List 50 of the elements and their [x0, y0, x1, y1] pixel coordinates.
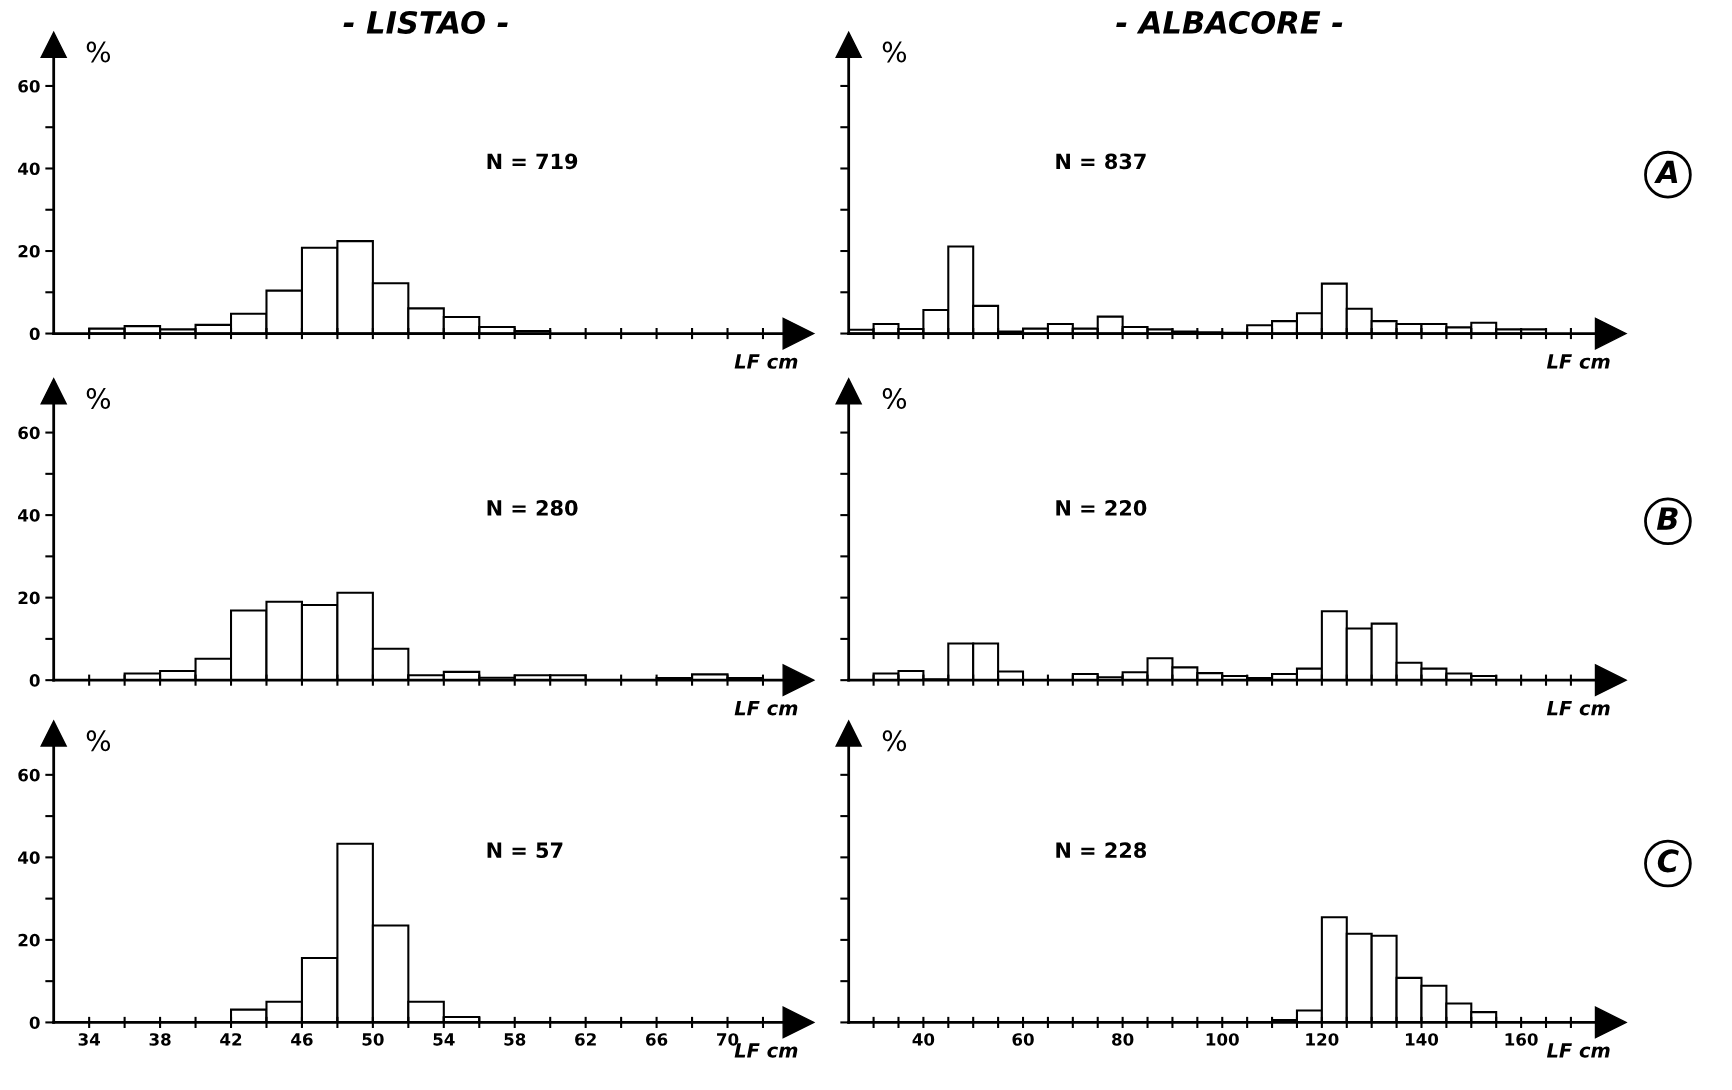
text: C: [1657, 849, 1679, 873]
y-tick-label: 40: [18, 162, 40, 176]
y-tick-label: 0: [29, 1016, 40, 1029]
text: B: [1656, 507, 1678, 530]
x-tick-label: 100: [1206, 1033, 1239, 1046]
y-axis-title: %: [86, 41, 111, 63]
x-tick-label: 58: [504, 1033, 526, 1046]
y-tick-label: 20: [18, 933, 40, 947]
y-axis-title: %: [882, 388, 907, 410]
annotation: N = 228: [1056, 842, 1147, 859]
x-axis-title: LF cm: [1546, 700, 1610, 716]
y-tick-label: 60: [18, 768, 40, 782]
chart-title: - ALBACORE -: [1116, 10, 1343, 35]
x-tick-label: 40: [912, 1033, 935, 1046]
x-tick-label: 66: [646, 1033, 668, 1046]
x-tick-label: 62: [575, 1033, 596, 1046]
annotation: N = 837: [1056, 153, 1146, 170]
x-axis-title: LF cm: [1546, 1043, 1610, 1058]
x-tick-label: 50: [362, 1033, 384, 1046]
x-tick-label: 140: [1405, 1033, 1439, 1046]
y-tick-label: 20: [18, 591, 40, 605]
y-tick-label: 20: [18, 244, 40, 258]
x-axis-title: LF cm: [734, 354, 798, 369]
y-axis-title: %: [882, 41, 907, 63]
x-axis-title: LF cm: [734, 700, 798, 716]
y-tick-label: 0: [29, 674, 40, 687]
y-tick-label: 40: [18, 509, 40, 522]
text: A: [1654, 160, 1678, 184]
y-axis-title: %: [86, 730, 111, 752]
annotation: N = 220: [1056, 500, 1147, 516]
annotation: N = 280: [487, 500, 578, 516]
annotation: N = 57: [487, 842, 563, 859]
x-tick-label: 80: [1112, 1033, 1134, 1046]
annotation: N = 719: [487, 153, 578, 170]
x-tick-label: 160: [1505, 1033, 1538, 1046]
y-axis-title: %: [86, 388, 111, 410]
x-tick-label: 120: [1306, 1033, 1339, 1046]
x-axis-title: LF cm: [1546, 354, 1610, 369]
y-tick-label: 60: [18, 426, 40, 440]
y-tick-label: 0: [29, 327, 40, 341]
chart-title: - LISTAO -: [343, 10, 508, 35]
x-tick-label: 38: [149, 1033, 171, 1046]
x-tick-label: 60: [1012, 1033, 1034, 1046]
x-tick-label: 34: [78, 1033, 100, 1046]
y-tick-label: 40: [18, 851, 40, 864]
x-tick-label: 42: [220, 1033, 242, 1046]
y-tick-label: 60: [18, 79, 40, 93]
x-tick-label: 46: [291, 1033, 313, 1046]
x-tick-label: 54: [433, 1033, 455, 1046]
y-axis-title: %: [882, 730, 907, 752]
